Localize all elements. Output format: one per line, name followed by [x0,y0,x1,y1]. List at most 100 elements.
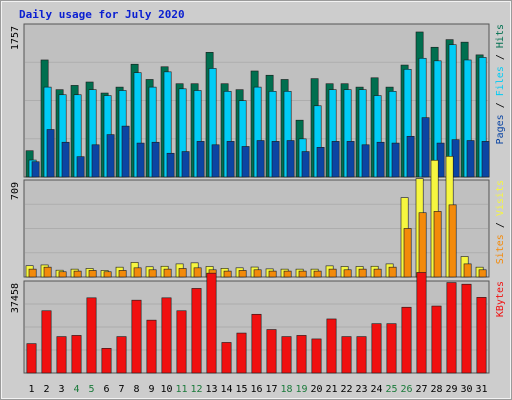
x-tick-label: 12 [190,384,202,395]
bar-kbytes [41,310,52,374]
chart-title: Daily usage for July 2020 [19,8,185,21]
bar-pages [481,141,490,178]
legend-label-hits: Hits [495,24,506,48]
bar-sites [313,270,322,278]
bar-pages [376,141,385,178]
bar-sites [388,266,397,278]
bar-pages [316,147,325,178]
bar-kbytes [176,310,187,374]
bar-pages [121,125,130,178]
bar-pages [466,140,475,178]
bar-kbytes [446,282,457,374]
x-tick-label: 29 [445,384,457,395]
bar-sites [253,269,262,278]
x-tick-label: 18 [280,384,292,395]
bar-kbytes [356,336,367,374]
bar-pages [271,141,280,178]
bar-pages [241,146,250,178]
bar-pages [346,141,355,178]
x-tick-label: 5 [88,384,94,395]
x-tick-label: 14 [220,384,232,395]
x-axis-labels: 1 2 3 4 5 6 7 8 9 10 11 12 13 14 15 16 17 18 19 20 21 22 23 24 2… [28,384,487,395]
legend-label-visits: Visits [495,180,506,216]
bar-pages [136,142,145,178]
x-tick-label: 1 [28,384,34,395]
bar-pages [211,144,220,178]
bar-sites [133,267,142,278]
bar-pages [166,152,175,178]
x-tick-label: 20 [310,384,322,395]
panel-traffic: 1757 Pages / Files / Hits [10,23,506,178]
bar-kbytes [206,272,217,374]
bar-sites [118,270,127,278]
bar-sites [328,268,337,278]
bar-sites [448,204,457,278]
bar-pages [76,156,85,178]
bar-pages [61,141,70,178]
bar-kbytes [476,297,487,374]
bar-pages [421,117,430,178]
bar-sites [178,268,187,278]
bar-pages [391,142,400,178]
bar-sites [358,268,367,278]
bar-sites [343,269,352,278]
bar-kbytes [296,335,307,374]
bar-sites [73,270,82,278]
bar-sites [163,268,172,278]
bar-kbytes [161,297,172,374]
bar-kbytes [71,335,82,374]
bar-kbytes [431,305,442,374]
bar-kbytes [266,329,277,374]
x-tick-label: 31 [475,384,487,395]
x-tick-label: 9 [148,384,154,395]
bar-sites [43,266,52,278]
bar-kbytes [311,338,322,374]
legend-label-files: Files [495,66,506,96]
x-tick-label: 3 [58,384,64,395]
bar-kbytes [86,297,97,374]
bar-kbytes [341,336,352,374]
bar-kbytes [26,343,37,374]
bar-pages [286,140,295,178]
bar-kbytes [236,332,247,374]
bar-pages [331,141,340,178]
bar-pages [106,134,115,178]
bar-kbytes [416,272,427,374]
x-tick-label: 4 [73,384,79,395]
x-tick-label: 7 [118,384,124,395]
bar-kbytes [386,323,397,374]
x-tick-label: 25 [385,384,397,395]
panel-side-legend: Sites / Visits [495,180,506,264]
bar-kbytes [191,288,202,374]
bar-sites [478,269,487,278]
bar-sites [88,270,97,278]
panel-max-label: 37458 [10,283,21,313]
bar-pages [196,141,205,178]
bar-kbytes [251,313,262,374]
bar-pages [256,140,265,178]
legend-label-kbytes: KBytes [495,281,506,317]
x-tick-label: 6 [103,384,109,395]
x-tick-label: 8 [133,384,139,395]
bar-kbytes [221,342,232,374]
bar-sites [58,271,67,278]
bar-sites [283,270,292,278]
bar-kbytes [146,319,157,374]
x-tick-label: 10 [160,384,172,395]
panel-side-legend: KBytes [495,281,506,317]
panel-side-legend: Pages / Files / Hits [495,24,506,144]
bar-kbytes [56,336,67,374]
bar-pages [181,151,190,178]
panel-visits: 709 Sites / Visits [10,156,506,278]
panels-group: 1757 Pages / Files / Hits 709 Sites / Visit… [10,23,506,374]
bar-pages [31,161,40,178]
x-tick-label: 21 [325,384,337,395]
bar-pages [91,144,100,178]
x-tick-label: 19 [295,384,307,395]
bar-kbytes [326,318,337,374]
bar-pages [406,135,415,178]
bar-pages [226,141,235,178]
panel-kbytes: 37458 KBytes [10,272,506,374]
bar-sites [103,271,112,278]
bar-pages [46,129,55,178]
